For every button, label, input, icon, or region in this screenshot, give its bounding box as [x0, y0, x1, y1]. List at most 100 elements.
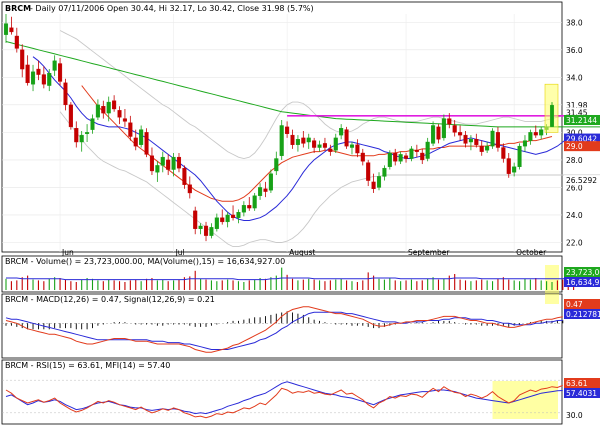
header-title: - Daily 07/11/2006 Open 30.44, Hi 32.17,…: [30, 4, 314, 13]
candle-body-82: [447, 118, 452, 125]
candle-body-60: [328, 148, 333, 152]
candle-body-10: [58, 63, 63, 82]
candle-body-33: [182, 167, 187, 185]
price-badge-bg-4: [564, 141, 600, 152]
candle-body-34: [187, 184, 192, 194]
candle-body-22: [122, 118, 127, 122]
candle-body-35: [193, 210, 198, 229]
price-badge-bg-1: [564, 107, 600, 118]
candle-body-21: [117, 110, 122, 118]
rsi-badge-1: 57.4031: [566, 389, 597, 398]
candle-body-24: [133, 137, 138, 147]
candle-body-40: [220, 217, 225, 223]
header-symbol: BRCM: [5, 4, 31, 13]
price-badge-1: 31.45: [566, 108, 588, 117]
candle-body-81: [441, 118, 446, 139]
candle-body-27: [149, 155, 154, 172]
candle-body-54: [295, 139, 300, 145]
candle-body-67: [366, 162, 371, 181]
candle-body-64: [349, 144, 355, 148]
price-axis: 38.036.034.032.030.028.026.024.022.0: [566, 18, 583, 247]
candle-body-5: [30, 71, 36, 85]
volume-label: BRCM - Volume() = 23,723,000.00, MA(Volu…: [5, 257, 285, 266]
rsi-badge-0: 63.61: [566, 379, 588, 388]
candle-body-28: [155, 165, 160, 173]
candle-body-20: [112, 100, 117, 110]
mfi-line: [5, 381, 563, 415]
candle-body-97: [528, 132, 533, 141]
candle-body-49: [268, 173, 273, 191]
candle-body-77: [420, 152, 425, 161]
volume-badge-1: 16,634,92: [566, 278, 600, 287]
price-badge-bg-5: [564, 175, 600, 186]
candle-body-53: [290, 134, 295, 145]
candle-body-25: [139, 129, 144, 145]
candle-body-57: [312, 140, 317, 148]
candle-body-18: [101, 106, 106, 114]
price-panel: BRCM - Daily 07/11/2006 Open 30.44, Hi 3…: [1, 1, 600, 257]
bollinger-bands: [59, 30, 600, 248]
candle-body-50: [274, 158, 279, 172]
candle-body-59: [322, 143, 327, 148]
candle-body-32: [176, 156, 182, 169]
candle-body-30: [166, 159, 171, 170]
candle-body-80: [436, 126, 441, 140]
volume-badge-0: 23,723,00: [566, 268, 600, 277]
macd-label: BRCM - MACD(12,26) = 0.47, Signal(12,26,…: [5, 295, 215, 304]
price-tick-4: 30.0: [566, 128, 583, 137]
candle-body-98: [533, 132, 538, 136]
macd-signal-line: [5, 311, 563, 350]
candle-body-66: [360, 152, 365, 162]
candle-body-91: [495, 132, 500, 148]
candle-body-56: [306, 137, 311, 143]
candle-body-7: [41, 74, 46, 85]
volume-bars: 23,723,0016,634,92: [5, 265, 600, 306]
x-label-2: August: [289, 248, 315, 257]
candle-body-88: [479, 145, 484, 152]
price-tick-8: 22.0: [566, 238, 583, 247]
price-badge-5: 26.5292: [566, 176, 597, 185]
candle-body-2: [14, 35, 19, 49]
candle-body-47: [258, 187, 263, 196]
macd-lines: 0.470.212781: [2, 294, 600, 353]
price-tick-1: 36.0: [566, 46, 583, 55]
price-badge-3: 29.6042: [566, 135, 597, 144]
candle-body-85: [463, 134, 468, 144]
candle-body-62: [339, 128, 344, 136]
candle-body-89: [485, 145, 490, 151]
price-tick-0: 38.0: [566, 18, 583, 27]
candle-body-90: [490, 130, 495, 147]
candle-body-68: [371, 181, 376, 190]
highlight-rsi: [492, 381, 558, 419]
macd-badge-bg-1: [564, 309, 600, 319]
candle-body-69: [376, 176, 382, 188]
candle-body-76: [414, 150, 419, 152]
candle-body-15: [85, 132, 90, 134]
candle-body-0: [3, 23, 9, 35]
price-badge-bg-0: [564, 100, 600, 111]
price-tick-2: 34.0: [566, 73, 583, 82]
candle-body-84: [458, 132, 463, 136]
candle-body-96: [522, 140, 528, 147]
candle-body-41: [225, 214, 230, 223]
candle-body-65: [355, 144, 360, 154]
candle-body-51: [279, 125, 284, 156]
price-tick-6: 26.0: [566, 183, 583, 192]
candle-body-92: [501, 147, 506, 159]
candle-body-72: [393, 152, 398, 162]
candle-body-52: [285, 126, 290, 134]
candle-body-31: [171, 156, 176, 170]
candle-body-13: [74, 128, 79, 143]
candle-body-9: [52, 60, 57, 71]
volume-badge-bg-0: [564, 267, 600, 277]
price-badge-bg-2: [564, 114, 600, 125]
volume-badge-bg-1: [564, 277, 600, 287]
ma-blue-line: [32, 56, 569, 221]
candle-body-86: [468, 139, 473, 143]
x-label-4: October: [516, 248, 547, 257]
candle-body-38: [209, 227, 214, 236]
x-label-0: Jun: [61, 248, 74, 257]
bollinger-upper: [59, 30, 600, 159]
candle-body-74: [404, 155, 409, 159]
